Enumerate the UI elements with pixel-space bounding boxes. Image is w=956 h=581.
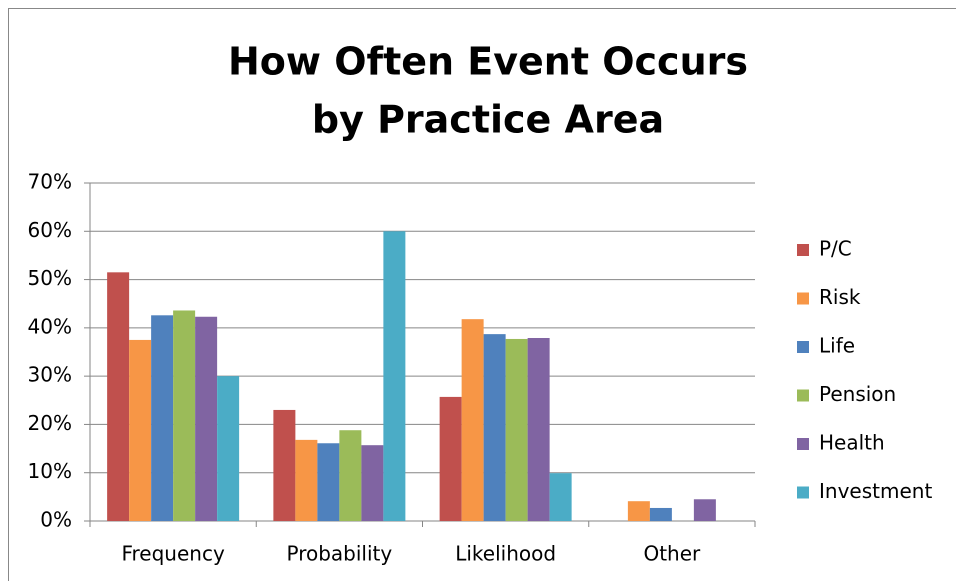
legend-swatch: [797, 244, 809, 256]
legend-swatch: [797, 341, 809, 353]
legend-swatch: [797, 438, 809, 450]
bar: [461, 319, 484, 521]
bar: [317, 443, 340, 521]
legend-label: Life: [819, 334, 855, 358]
y-tick-label: 0%: [40, 508, 72, 532]
x-tick-label: Frequency: [121, 542, 224, 566]
bar: [173, 310, 196, 521]
y-tick-label: 60%: [28, 218, 72, 242]
chart-title: by Practice Area: [312, 98, 664, 142]
x-tick-label: Likelihood: [455, 542, 556, 566]
bar: [527, 337, 550, 521]
bar: [549, 473, 572, 521]
bar: [129, 339, 152, 521]
legend-swatch: [797, 486, 809, 499]
legend-label: P/C: [819, 237, 852, 261]
y-tick-label: 10%: [28, 459, 72, 483]
bar: [383, 231, 406, 522]
bar: [649, 507, 672, 521]
bar: [439, 396, 462, 521]
bar: [339, 430, 362, 521]
bar: [483, 334, 506, 521]
bar: [361, 445, 384, 521]
bar: [107, 272, 130, 521]
legend-swatch: [797, 389, 809, 402]
legend-label: Investment: [819, 479, 932, 503]
y-tick-label: 30%: [28, 363, 72, 387]
legend-label: Risk: [819, 285, 861, 309]
y-tick-label: 20%: [28, 411, 72, 435]
legend-label: Pension: [819, 382, 896, 406]
bar: [195, 316, 218, 521]
y-tick-label: 70%: [28, 170, 72, 194]
chart-title: How Often Event Occurs: [228, 40, 748, 84]
bar: [151, 315, 174, 521]
bar: [693, 499, 716, 521]
x-tick-label: Probability: [287, 542, 393, 566]
x-tick-label: Other: [643, 542, 701, 566]
bar: [273, 409, 296, 521]
legend-swatch: [797, 292, 809, 305]
bar: [295, 439, 318, 521]
y-tick-label: 40%: [28, 314, 72, 338]
bar: [627, 501, 650, 521]
bar: [217, 376, 240, 521]
legend-label: Health: [819, 431, 885, 455]
y-tick-label: 50%: [28, 266, 72, 290]
bar: [505, 338, 528, 521]
